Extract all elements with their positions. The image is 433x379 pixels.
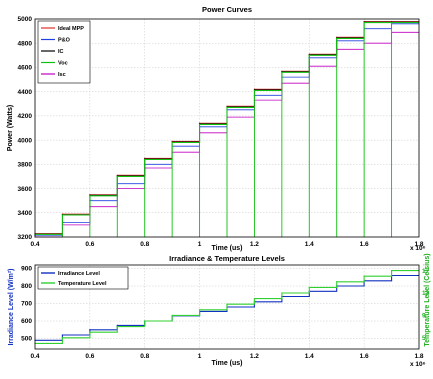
data-point-temperature-level [144, 320, 146, 322]
bottom-chart-x-ticks: 0.4 0.6 0.8 1 1.2 1.4 1.6 1.8 [30, 353, 423, 360]
series-line-temperature-level [35, 270, 419, 344]
top-chart-y-tick-label: 3400 [18, 210, 33, 217]
data-point-temperature-level [253, 298, 256, 300]
top-chart-y-tick-label: 4400 [18, 89, 33, 96]
data-point-temperature-level [308, 286, 310, 288]
bottom-chart-frame [34, 264, 420, 350]
data-point-temperature-level [61, 337, 64, 339]
bottom-chart-y2-tick-label: 5 [422, 335, 426, 342]
top-chart-x-tick-label: 0.4 [30, 241, 39, 248]
bottom-legend-box [37, 266, 129, 290]
bottom-chart-y-tick-label: 500 [21, 336, 32, 343]
top-chart-x-ticks: 0.4 0.6 0.8 1 1.2 1.4 1.6 1.8 [30, 241, 423, 248]
data-point-temperature-level [171, 314, 173, 316]
top-chart-y-tick-label: 3200 [18, 234, 33, 241]
bottom-chart-y2-tick-label: 9 [422, 313, 426, 320]
data-point-temperature-level [198, 309, 201, 311]
top-legend-box [37, 20, 91, 84]
top-chart-x-tick-label: 0.6 [85, 241, 94, 248]
top-chart-y-tick-label: 4200 [18, 113, 33, 120]
bottom-chart-y-ticks: 500 600 700 800 900 [21, 266, 32, 343]
data-point-temperature-level [89, 331, 91, 333]
data-point-temperature-level [390, 270, 393, 272]
bottom-chart-y2-tick-label: 13 [422, 290, 430, 297]
top-chart-y-ticks: 3200 3400 3600 3800 4000 4200 4400 4600 4800 5000 [18, 16, 33, 241]
bottom-chart-y2-tick-label: 17 [422, 268, 430, 275]
bottom-chart-x-tick-label: 0.6 [85, 353, 94, 360]
data-point-temperature-level [116, 326, 118, 328]
legend-label-isc: Isc [58, 72, 66, 78]
bottom-chart-series [34, 270, 419, 344]
bottom-chart-x-tick-label: 0.8 [140, 353, 149, 360]
data-point-temperature-level [336, 281, 338, 283]
top-chart-legend: Ideal MPP P&O IC Voc Isc [37, 20, 91, 84]
data-point-temperature-level [363, 275, 365, 277]
bottom-chart-x-tick-label: 1.8 [414, 353, 423, 360]
top-chart-y-tick-label: 3800 [18, 162, 33, 169]
data-point-temperature-level [226, 303, 228, 305]
legend-label-irradiance-level: Irradiance Level [58, 271, 100, 277]
bottom-chart-y-tick-label: 700 [21, 301, 32, 308]
top-chart-series [34, 20, 419, 238]
top-chart-x-tick-label: 1 [198, 241, 202, 248]
bottom-chart-y2label: Temperature Level (Celsius) [424, 253, 431, 346]
top-chart-y-tick-label: 4600 [18, 65, 33, 72]
top-chart-xlabel: Time (us) [212, 245, 243, 252]
bottom-chart-ylabel: Irradiance Level (W/m²) [8, 268, 15, 345]
top-chart-x-tick-label: 0.8 [140, 241, 149, 248]
bottom-chart-title: Irradiance & Temperature Levels [169, 254, 285, 263]
bottom-chart-legend: Irradiance Level Temperature Level [37, 266, 129, 290]
top-chart-x-multiplier: x 10⁶ [410, 245, 426, 252]
bottom-chart-x-tick-label: 1.4 [305, 353, 314, 360]
top-chart-x-tick-label: 1.4 [305, 241, 314, 248]
top-chart-title: Power Curves [202, 5, 252, 14]
bottom-chart-x-tick-label: 1 [198, 353, 202, 360]
legend-label-ideal-mpp: Ideal MPP [58, 26, 84, 32]
top-chart-x-tick-label: 1.2 [250, 241, 259, 248]
legend-label-voc: Voc [58, 61, 68, 67]
data-point-temperature-level [281, 292, 283, 294]
data-point-irradiance-level [116, 324, 118, 326]
bottom-chart-x-tick-label: 0.4 [30, 353, 39, 360]
bottom-chart-y2-ticks: 5 9 13 17 [422, 268, 430, 342]
data-point-irradiance-level [89, 329, 91, 331]
top-chart-frame [34, 18, 420, 238]
legend-label-p-o: P&O [58, 38, 71, 44]
bottom-chart-x-tick-label: 1.2 [250, 353, 259, 360]
bottom-chart-y-tick-label: 800 [21, 283, 32, 290]
data-point-irradiance-level [61, 334, 64, 336]
bottom-chart-x-multiplier: x 10⁶ [410, 361, 426, 368]
legend-label-ic: IC [58, 49, 64, 55]
bottom-chart-xlabel: Time (us) [212, 360, 243, 367]
bottom-chart-y-tick-label: 900 [21, 266, 32, 273]
top-chart-y-tick-label: 5000 [18, 16, 33, 23]
bottom-chart-x-tick-label: 1.6 [360, 353, 369, 360]
top-chart-x-tick-label: 1.6 [360, 241, 369, 248]
legend-label-temperature-level: Temperature Level [58, 281, 107, 287]
top-chart-y-tick-label: 3600 [18, 186, 33, 193]
top-chart-ylabel: Power (Watts) [7, 105, 14, 151]
top-chart-x-tick-label: 1.8 [414, 241, 423, 248]
bottom-chart-y-tick-label: 600 [21, 318, 32, 325]
top-chart-y-tick-label: 4800 [18, 40, 33, 47]
top-chart-y-tick-label: 4000 [18, 137, 33, 144]
